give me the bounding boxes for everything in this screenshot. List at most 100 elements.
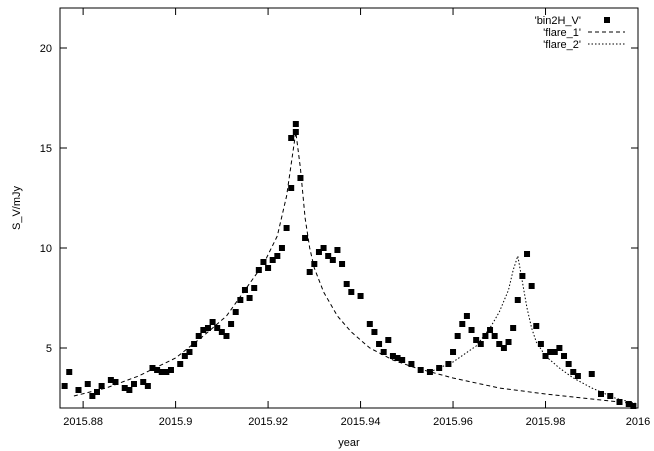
data-point — [561, 353, 568, 359]
data-point — [84, 381, 91, 387]
data-point — [514, 297, 521, 303]
data-point — [204, 325, 211, 331]
data-point — [524, 251, 531, 257]
data-point — [121, 385, 128, 391]
data-point — [89, 393, 96, 399]
data-point — [376, 341, 383, 347]
data-point — [200, 327, 207, 333]
data-point — [297, 175, 304, 181]
data-point — [574, 373, 581, 379]
data-point — [232, 309, 239, 315]
data-point — [186, 349, 193, 355]
legend: 'bin2H_V''flare_1''flare_2' — [535, 15, 625, 51]
data-point — [191, 341, 198, 347]
data-point — [218, 329, 225, 335]
data-point — [551, 349, 558, 355]
x-tick-label: 2015.94 — [341, 416, 381, 428]
data-point — [500, 345, 507, 351]
data-point — [325, 253, 332, 259]
data-point — [228, 321, 235, 327]
data-point — [607, 393, 614, 399]
data-point — [223, 333, 230, 339]
data-point — [454, 333, 461, 339]
data-point — [75, 387, 82, 393]
legend-label: 'bin2H_V' — [535, 15, 581, 27]
data-point — [588, 371, 595, 377]
data-point — [445, 361, 452, 367]
data-point — [269, 257, 276, 263]
data-point — [93, 389, 100, 395]
data-point — [468, 327, 475, 333]
data-point — [565, 361, 572, 367]
series-bin2H_V — [61, 121, 637, 409]
data-point — [389, 353, 396, 359]
data-point — [348, 289, 355, 295]
data-point — [149, 365, 156, 371]
data-point — [130, 381, 137, 387]
data-point — [519, 273, 526, 279]
data-point — [399, 357, 406, 363]
y-axis: 5 10 15 20 — [40, 43, 638, 355]
data-point — [491, 333, 498, 339]
series-line-1 — [73, 131, 639, 405]
data-point — [144, 383, 151, 389]
x-tick-label: 2015.98 — [526, 416, 566, 428]
legend-label: 'flare_2' — [543, 39, 581, 51]
data-point — [315, 249, 322, 255]
data-point — [302, 235, 309, 241]
data-point — [598, 391, 605, 397]
data-point — [366, 321, 373, 327]
data-point — [417, 367, 424, 373]
data-point — [496, 341, 503, 347]
y-tick-label: 20 — [40, 43, 52, 55]
data-point — [473, 337, 480, 343]
data-point — [482, 333, 489, 339]
data-point — [251, 285, 258, 291]
data-point — [436, 365, 443, 371]
data-point — [339, 261, 346, 267]
data-point — [570, 369, 577, 375]
data-point — [306, 269, 313, 275]
data-point — [237, 297, 244, 303]
y-tick-label: 15 — [40, 143, 52, 155]
data-point — [98, 383, 105, 389]
data-point — [537, 341, 544, 347]
data-point — [246, 295, 253, 301]
data-point — [556, 345, 563, 351]
data-point — [154, 367, 161, 373]
data-point — [112, 379, 119, 385]
data-point — [477, 341, 484, 347]
y-axis-label: S_V/mJy — [11, 185, 23, 230]
y-tick-label: 10 — [40, 243, 52, 255]
data-point — [181, 353, 188, 359]
series-layer — [61, 121, 639, 409]
data-point — [195, 333, 202, 339]
x-tick-label: 2015.88 — [63, 416, 103, 428]
data-point — [380, 349, 387, 355]
data-point — [260, 259, 267, 265]
data-point — [163, 369, 170, 375]
data-point — [214, 325, 221, 331]
x-tick-label: 2016 — [626, 416, 650, 428]
data-point — [343, 281, 350, 287]
data-point — [292, 121, 299, 127]
data-point — [107, 377, 114, 383]
data-point — [334, 247, 341, 253]
y-tick-label: 5 — [46, 343, 52, 355]
data-point — [630, 403, 637, 409]
data-point — [292, 129, 299, 135]
data-point — [487, 327, 494, 333]
data-point — [288, 135, 295, 141]
data-point — [408, 361, 415, 367]
data-point — [394, 355, 401, 361]
data-point — [311, 261, 318, 267]
data-point — [265, 265, 272, 271]
data-point — [329, 257, 336, 263]
data-point — [66, 369, 73, 375]
data-point — [320, 245, 327, 251]
x-tick-label: 2015.9 — [159, 416, 193, 428]
x-tick-label: 2015.96 — [433, 416, 473, 428]
x-axis: 2015.88 2015.9 2015.92 2015.94 2015.96 2015.9… — [63, 8, 650, 428]
data-point — [533, 323, 540, 329]
